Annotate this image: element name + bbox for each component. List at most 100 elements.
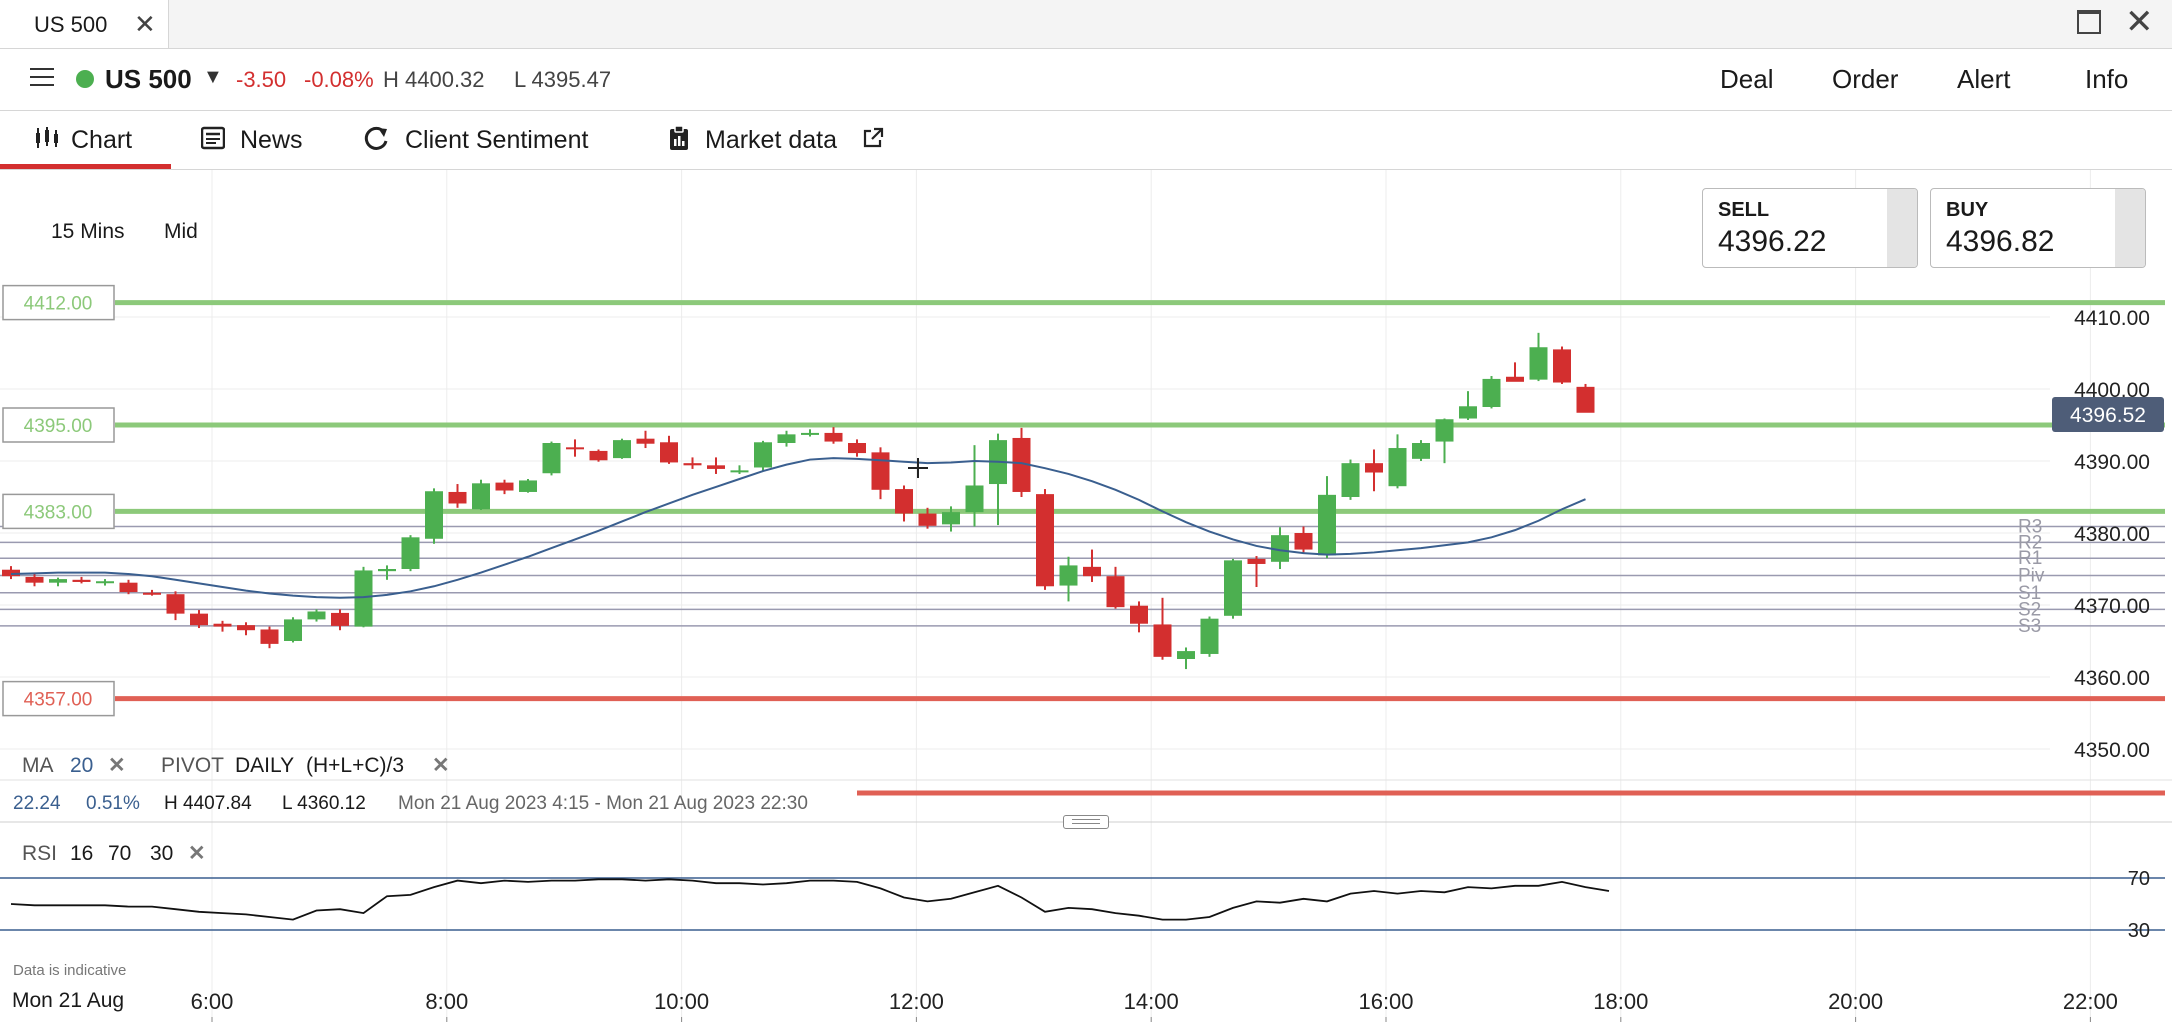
candle-body: [1059, 565, 1078, 586]
pivot-label: S3: [2018, 616, 2041, 637]
x-axis-tick-label: 16:00: [1358, 989, 1413, 1014]
rsi-param-3[interactable]: 30: [150, 842, 174, 865]
nav-tabs: [0, 111, 2172, 170]
pane-resize-handle[interactable]: [1063, 815, 1109, 829]
chevron-down-icon[interactable]: ▼: [203, 66, 223, 88]
candle-body: [683, 463, 702, 466]
y-axis-tick-label: 4410.00: [2074, 307, 2150, 330]
candle-body: [965, 485, 984, 513]
instrument-name[interactable]: US 500: [105, 64, 192, 94]
buy-button[interactable]: BUY 4396.82: [1930, 188, 2146, 268]
pivot-period[interactable]: DAILY: [235, 754, 295, 777]
candle-body: [824, 432, 843, 442]
candle-body: [707, 465, 725, 469]
maximize-icon[interactable]: [2077, 10, 2101, 34]
active-tab-indicator: [0, 164, 171, 169]
rsi-param-1[interactable]: 16: [70, 842, 94, 865]
date-label: Mon 21 Aug: [12, 989, 125, 1012]
candle-body: [1012, 437, 1031, 492]
info-button[interactable]: Info: [2085, 64, 2129, 94]
candle-body: [1506, 376, 1524, 382]
candle-body: [801, 432, 819, 435]
candle-body: [895, 489, 913, 514]
order-button[interactable]: Order: [1832, 64, 1899, 94]
candle-body: [1529, 347, 1548, 380]
candle-body: [354, 570, 373, 627]
sell-button[interactable]: SELL 4396.22: [1702, 188, 1918, 268]
alert-level-tag: [2, 407, 115, 443]
candle-body: [1106, 576, 1125, 608]
price-type-selector[interactable]: Mid: [164, 220, 198, 243]
candle-body: [918, 513, 937, 526]
remove-ma-icon[interactable]: ✕: [108, 754, 126, 777]
tab-chart[interactable]: Chart: [71, 126, 133, 154]
y-axis-tick-label: 4360.00: [2074, 667, 2150, 690]
pivot-label: S1: [2018, 583, 2041, 604]
instrument-header: [0, 48, 2172, 111]
pivot-label: R3: [2018, 517, 2042, 538]
title-bar: [0, 0, 2172, 49]
hamburger-menu-icon[interactable]: [30, 68, 54, 86]
rsi-param-2[interactable]: 70: [108, 842, 132, 865]
candle-body: [213, 623, 232, 627]
period-low: L 4360.12: [282, 793, 366, 814]
pivot-label: R1: [2018, 548, 2042, 569]
candle-body: [589, 450, 608, 461]
clipboard-icon: [670, 125, 688, 150]
tab-news[interactable]: News: [240, 126, 303, 154]
window-tab[interactable]: US 500 ✕: [0, 0, 169, 48]
y-axis-tick-label: 4380.00: [2074, 523, 2150, 546]
y-axis-tick-label: 4370.00: [2074, 595, 2150, 618]
buy-price: 4396.82: [1946, 225, 2055, 258]
alert-level-tag: [2, 284, 115, 321]
x-axis-tick-label: 8:00: [425, 989, 468, 1014]
tab-client-sentiment[interactable]: Client Sentiment: [405, 126, 589, 154]
candle-body: [425, 491, 443, 539]
period-range: Mon 21 Aug 2023 4:15 - Mon 21 Aug 2023 2…: [398, 793, 808, 814]
window-tab-title: US 500: [34, 12, 108, 37]
ma-period[interactable]: 20: [70, 754, 94, 777]
candle-body: [1318, 494, 1336, 556]
candle-body: [401, 537, 420, 569]
close-tab-icon[interactable]: ✕: [134, 9, 156, 39]
alert-button[interactable]: Alert: [1957, 64, 2011, 94]
candle-body: [1294, 533, 1313, 550]
candle-body: [1553, 349, 1571, 383]
pivot-formula: (H+L+C)/3: [306, 754, 405, 777]
day-high: H 4400.32: [383, 67, 485, 92]
candle-body: [1459, 406, 1477, 419]
candle-body: [613, 440, 631, 459]
alert-level-value: 4383.00: [24, 502, 93, 523]
data-indicative-note: Data is indicative: [13, 962, 127, 979]
candle-body: [25, 576, 44, 583]
pivot-label: PIVOT: [161, 754, 225, 777]
y-axis-tick-label: 4350.00: [2074, 739, 2150, 762]
candle-body: [1412, 443, 1430, 459]
deal-button[interactable]: Deal: [1720, 64, 1774, 94]
candle-body: [1200, 618, 1219, 654]
candle-body: [1271, 535, 1289, 562]
candle-body: [1435, 419, 1454, 442]
moving-average-line: [10, 457, 1586, 599]
tab-market-data[interactable]: Market data: [705, 126, 838, 154]
x-axis-tick-label: 12:00: [889, 989, 944, 1014]
alert-level-tag: [2, 680, 115, 717]
remove-pivot-icon[interactable]: ✕: [432, 754, 450, 777]
candle-body: [1083, 566, 1101, 577]
close-window-icon[interactable]: ✕: [2125, 3, 2154, 41]
external-link-icon[interactable]: [862, 127, 884, 149]
candle-body: [848, 443, 866, 454]
candle-body: [72, 579, 91, 582]
timeframe-selector[interactable]: 15 Mins: [51, 220, 125, 243]
alert-level-value: 4412.00: [24, 294, 93, 315]
candle-body: [119, 582, 138, 593]
remove-rsi-icon[interactable]: ✕: [188, 842, 206, 865]
candle-body: [2, 569, 20, 577]
candle-body: [542, 443, 561, 474]
period-change-percent: 0.51%: [86, 793, 140, 814]
x-axis-tick-label: 18:00: [1593, 989, 1648, 1014]
candle-body: [754, 442, 772, 468]
pivot-label: Piv: [2018, 565, 2045, 586]
day-low: L 4395.47: [514, 67, 612, 92]
